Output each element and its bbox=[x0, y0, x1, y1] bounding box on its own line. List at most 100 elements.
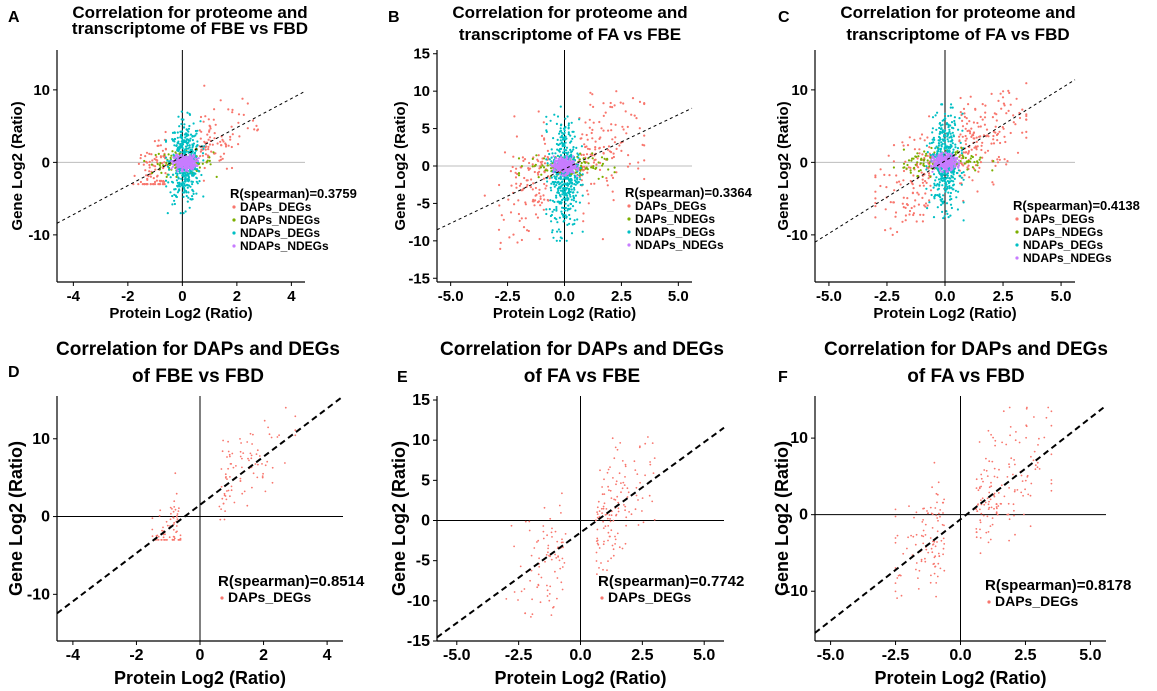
data-point bbox=[209, 163, 212, 166]
data-point bbox=[566, 115, 569, 118]
data-point bbox=[610, 497, 613, 499]
data-point bbox=[545, 158, 548, 161]
data-point bbox=[596, 542, 599, 545]
data-point bbox=[219, 155, 222, 158]
data-point bbox=[239, 438, 241, 440]
data-point bbox=[592, 161, 596, 164]
data-point bbox=[988, 500, 990, 503]
data-point bbox=[950, 206, 954, 210]
panel-letter: E bbox=[397, 369, 408, 386]
data-point bbox=[603, 493, 606, 495]
data-point bbox=[564, 199, 567, 202]
data-point bbox=[204, 115, 207, 118]
data-point bbox=[910, 181, 913, 184]
data-point bbox=[926, 136, 929, 139]
data-point bbox=[602, 152, 605, 155]
data-point bbox=[612, 519, 615, 522]
data-point bbox=[171, 194, 174, 198]
data-point bbox=[951, 184, 955, 187]
data-point bbox=[944, 182, 948, 185]
data-point bbox=[227, 489, 230, 492]
chart-title-line: of FA vs FBE bbox=[524, 366, 640, 387]
data-point bbox=[959, 182, 962, 185]
data-point bbox=[638, 100, 642, 103]
data-point bbox=[195, 180, 198, 183]
x-tick-label: 2 bbox=[233, 288, 241, 305]
data-point bbox=[643, 159, 646, 162]
data-point bbox=[157, 144, 160, 147]
data-point bbox=[187, 162, 190, 166]
data-point bbox=[173, 500, 176, 503]
data-point bbox=[241, 97, 244, 100]
data-point bbox=[191, 146, 194, 149]
data-point bbox=[513, 115, 516, 118]
data-point bbox=[209, 127, 212, 130]
data-point bbox=[542, 166, 546, 169]
data-point bbox=[137, 183, 140, 186]
data-point bbox=[527, 167, 530, 170]
data-point bbox=[194, 157, 197, 160]
data-point bbox=[531, 163, 534, 166]
data-point bbox=[603, 540, 605, 543]
data-point bbox=[607, 129, 610, 132]
data-point bbox=[551, 199, 555, 202]
data-point bbox=[207, 145, 210, 148]
data-point bbox=[199, 150, 202, 153]
data-point bbox=[929, 189, 933, 192]
data-point bbox=[949, 140, 952, 143]
data-point bbox=[180, 118, 183, 121]
data-point bbox=[1029, 525, 1032, 528]
data-point bbox=[148, 152, 151, 155]
data-point bbox=[984, 111, 987, 114]
data-point bbox=[583, 160, 586, 163]
data-point bbox=[537, 573, 540, 576]
data-point bbox=[874, 197, 877, 200]
data-point bbox=[935, 492, 938, 495]
data-point bbox=[950, 103, 953, 106]
data-point bbox=[628, 162, 632, 165]
data-point bbox=[535, 154, 538, 157]
data-point bbox=[548, 158, 551, 161]
legend-entry: DAPs_DEGs bbox=[608, 589, 691, 605]
data-point bbox=[194, 129, 197, 133]
data-point bbox=[1030, 455, 1032, 458]
data-point bbox=[499, 241, 502, 244]
x-tick-label: 2 bbox=[259, 647, 268, 664]
data-point bbox=[246, 127, 249, 130]
data-point bbox=[950, 197, 953, 201]
data-point bbox=[976, 504, 979, 506]
data-point bbox=[987, 135, 990, 138]
data-point bbox=[560, 201, 563, 204]
data-point bbox=[563, 129, 566, 132]
data-point bbox=[906, 144, 910, 147]
data-point bbox=[157, 535, 160, 538]
data-point bbox=[909, 171, 912, 174]
data-point bbox=[997, 492, 1000, 494]
x-tick-label: 2.5 bbox=[631, 647, 653, 664]
data-point bbox=[1012, 503, 1015, 506]
data-point bbox=[920, 133, 924, 136]
data-point bbox=[173, 140, 176, 143]
data-point bbox=[905, 203, 909, 206]
data-point bbox=[180, 177, 183, 180]
data-point bbox=[980, 477, 983, 480]
data-point bbox=[612, 548, 615, 551]
data-point bbox=[220, 508, 223, 510]
data-point bbox=[184, 136, 187, 139]
data-point bbox=[164, 147, 167, 150]
data-point bbox=[552, 168, 555, 171]
data-point bbox=[233, 501, 236, 504]
data-point bbox=[612, 554, 615, 557]
data-point bbox=[182, 126, 185, 129]
data-point bbox=[591, 93, 594, 96]
data-point bbox=[183, 152, 186, 155]
data-point bbox=[614, 446, 617, 449]
data-point bbox=[597, 500, 600, 503]
data-point bbox=[1021, 108, 1024, 111]
data-point bbox=[994, 125, 997, 128]
data-point bbox=[987, 541, 990, 544]
legend-entry: DAPs_NDEGs bbox=[240, 213, 320, 227]
data-point bbox=[951, 142, 954, 145]
data-point bbox=[912, 187, 915, 190]
data-point bbox=[942, 177, 946, 180]
